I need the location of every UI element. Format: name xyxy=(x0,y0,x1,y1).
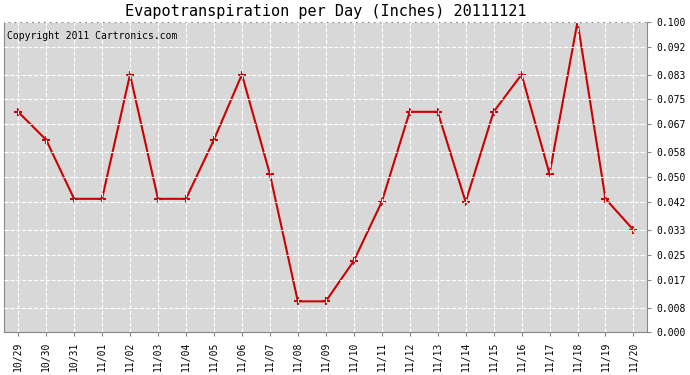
Text: Copyright 2011 Cartronics.com: Copyright 2011 Cartronics.com xyxy=(8,31,178,41)
Title: Evapotranspiration per Day (Inches) 20111121: Evapotranspiration per Day (Inches) 2011… xyxy=(125,4,526,19)
